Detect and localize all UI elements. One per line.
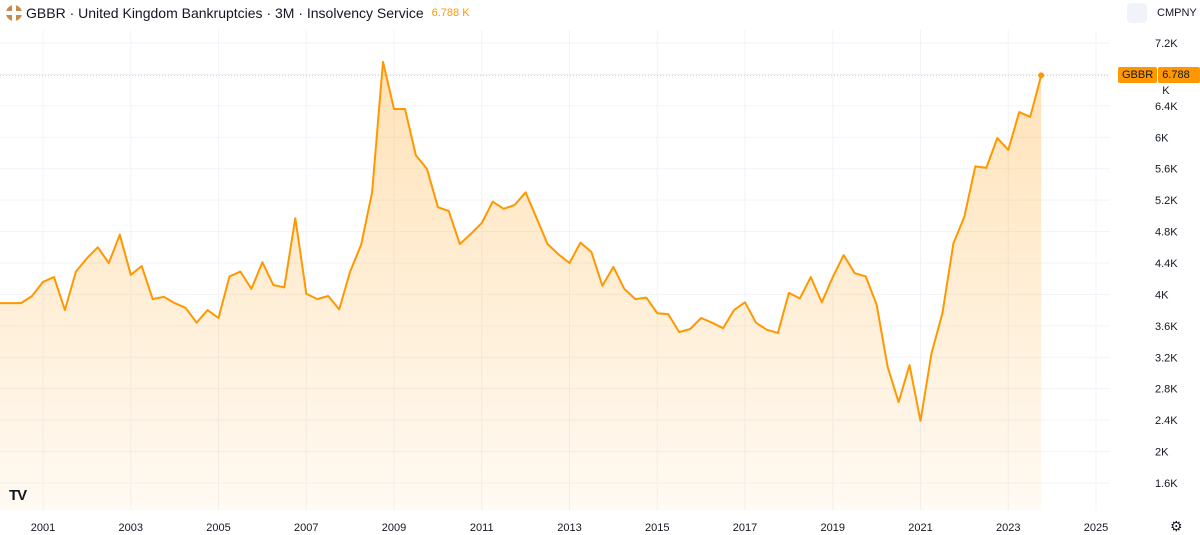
y-tick-label: 2K [1155, 447, 1169, 459]
y-tick-label: 2.8K [1155, 384, 1178, 396]
y-tick-label: 3.2K [1155, 352, 1178, 364]
x-tick-label: 2007 [294, 522, 318, 534]
x-tick-label: 2017 [733, 522, 757, 534]
y-tick-label: 1.6K [1155, 478, 1178, 490]
x-tick-label: 2001 [31, 522, 55, 534]
time-axis[interactable]: 2001 2003 2005 2007 2009 2011 2013 2015 2017 2019… [31, 522, 1108, 534]
tradingview-logo-icon[interactable]: TV [9, 487, 26, 504]
square-button[interactable] [1127, 3, 1147, 23]
y-tick-label: 4.4K [1155, 258, 1178, 270]
y-tick-label: 6.4K [1155, 101, 1178, 113]
x-tick-label: 2011 [470, 522, 494, 534]
price-badge: GBBR 6.788 K [1118, 67, 1200, 83]
legend-title: GBBR · United Kingdom Bankruptcies · 3M … [26, 5, 424, 21]
x-tick-label: 2013 [557, 522, 581, 534]
price-badge-symbol: GBBR [1118, 67, 1157, 83]
compare-button[interactable]: CMPNY [1154, 3, 1200, 23]
y-tick-label: 4.8K [1155, 227, 1178, 239]
uk-flag-icon [6, 5, 22, 21]
y-tick-label: 5.2K [1155, 195, 1178, 207]
y-tick-label: 5.6K [1155, 164, 1178, 176]
x-tick-label: 2003 [119, 522, 143, 534]
gear-icon[interactable]: ⚙ [1170, 518, 1183, 535]
y-tick-label: 6K [1155, 132, 1169, 144]
y-tick-label: 4K [1155, 289, 1169, 301]
legend-value: 6.788 K [432, 7, 470, 19]
x-tick-label: 2023 [996, 522, 1020, 534]
price-badge-value: 6.788 K [1158, 67, 1200, 83]
x-tick-label: 2015 [645, 522, 669, 534]
y-tick-label: 7.2K [1155, 38, 1178, 50]
y-tick-label: 2.4K [1155, 415, 1178, 427]
x-tick-label: 2019 [821, 522, 845, 534]
y-tick-label: 3.6K [1155, 321, 1178, 333]
x-tick-label: 2005 [206, 522, 230, 534]
chart-legend: GBBR · United Kingdom Bankruptcies · 3M … [6, 5, 470, 21]
x-tick-label: 2025 [1084, 522, 1108, 534]
price-axis[interactable]: 7.2K 6.4K 6K 5.6K 5.2K 4.8K 4.4K 4K 3.6K 3.2K 2.8K… [1155, 38, 1178, 490]
x-tick-label: 2021 [908, 522, 932, 534]
series-area-fill [0, 62, 1041, 510]
x-tick-label: 2009 [382, 522, 406, 534]
